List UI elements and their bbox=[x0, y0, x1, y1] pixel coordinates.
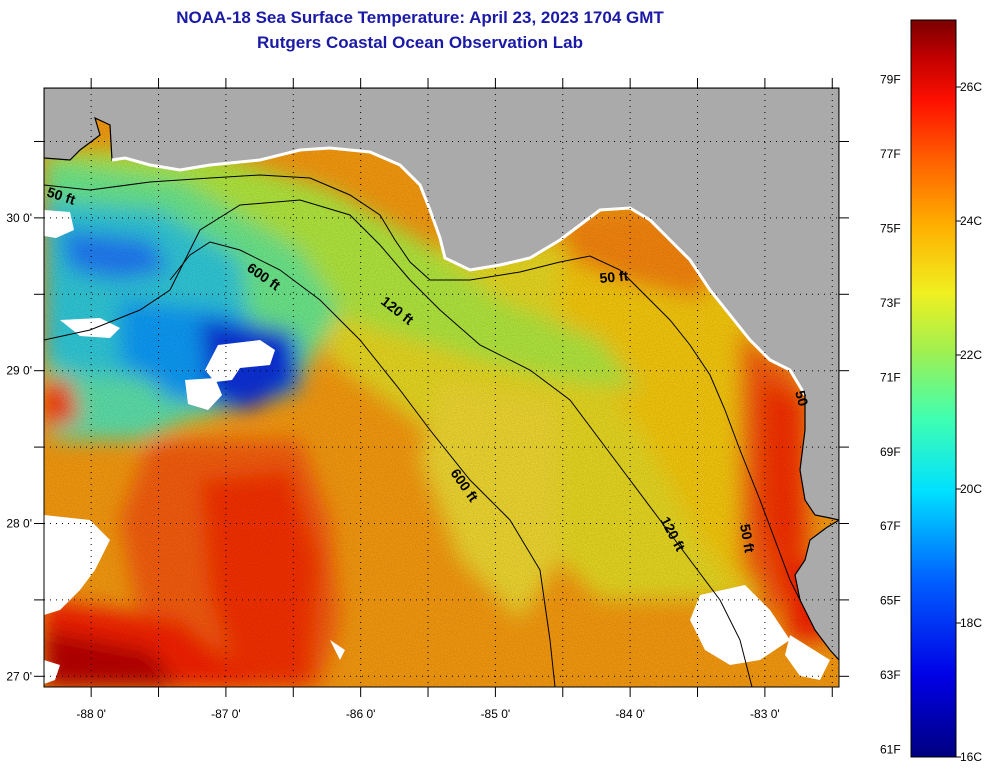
latitude-label: 29 0' bbox=[6, 364, 32, 378]
colorbar-f-label: 79F bbox=[880, 73, 901, 87]
colorbar-f-label: 71F bbox=[880, 370, 901, 384]
colorbar-c-label: 16C bbox=[960, 750, 982, 764]
longitude-label: -86 0' bbox=[346, 707, 376, 721]
map-title: NOAA-18 Sea Surface Temperature: April 2… bbox=[176, 8, 664, 27]
isobath-50ft bbox=[44, 174, 801, 601]
contour-label-50-south: 50 ft bbox=[737, 523, 758, 554]
colorbar-c-label: 24C bbox=[960, 214, 982, 228]
map-area: 50 ft 600 ft 120 ft 50 ft 600 ft 120 ft … bbox=[44, 88, 839, 687]
colorbar-celsius-labels: 26C 24C 22C 20C 18C 16C bbox=[956, 80, 982, 764]
colorbar-c-label: 20C bbox=[960, 482, 982, 496]
isobaths bbox=[44, 174, 801, 687]
colorbar-f-label: 63F bbox=[880, 668, 901, 682]
colorbar-fahrenheit-labels: 79F 77F 75F 73F 71F 69F 67F 65F 63F 61F bbox=[880, 73, 901, 757]
latitude-label: 28 0' bbox=[6, 516, 32, 530]
longitude-label: -88 0' bbox=[76, 707, 106, 721]
longitude-label: -87 0' bbox=[211, 707, 241, 721]
longitude-label: -85 0' bbox=[481, 707, 511, 721]
axis-ticks bbox=[34, 78, 849, 697]
colorbar-f-label: 69F bbox=[880, 445, 901, 459]
colorbar-f-label: 77F bbox=[880, 147, 901, 161]
map-border bbox=[43, 87, 840, 688]
cloud-mask bbox=[44, 210, 830, 684]
colorbar-f-label: 65F bbox=[880, 594, 901, 608]
longitude-label: -84 0' bbox=[615, 707, 645, 721]
colorbar-f-label: 75F bbox=[880, 221, 901, 235]
isobath-120ft bbox=[44, 199, 753, 687]
contour-label-50-big-bend: 50 ft bbox=[599, 268, 629, 286]
longitude-label: -83 0' bbox=[750, 707, 780, 721]
isobath-600ft bbox=[169, 241, 556, 687]
colorbar-c-label: 26C bbox=[960, 80, 982, 94]
colorbar-f-label: 67F bbox=[880, 519, 901, 533]
colorbar-c-label: 18C bbox=[960, 616, 982, 630]
colorbar-f-label: 61F bbox=[880, 743, 901, 757]
longitude-labels: -88 0' -87 0' -86 0' -85 0' -84 0' -83 0' bbox=[76, 707, 779, 721]
colorbar bbox=[910, 19, 957, 758]
graticule bbox=[44, 88, 839, 687]
latitude-label: 30 0' bbox=[6, 211, 32, 225]
map-subtitle: Rutgers Coastal Ocean Observation Lab bbox=[257, 33, 583, 52]
contour-label-50-coast: 50 bbox=[792, 389, 812, 408]
colorbar-f-label: 73F bbox=[880, 296, 901, 310]
coast-fringe bbox=[111, 146, 807, 396]
colorbar-c-label: 22C bbox=[960, 348, 982, 362]
latitude-label: 27 0' bbox=[6, 669, 32, 683]
latitude-labels: 30 0' 29 0' 28 0' 27 0' bbox=[6, 211, 32, 683]
